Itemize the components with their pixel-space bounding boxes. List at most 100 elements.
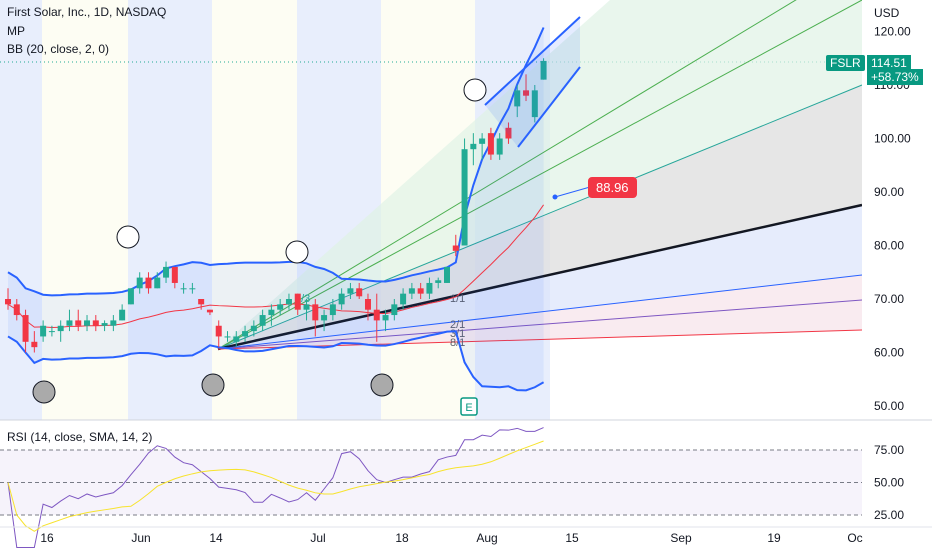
bb-lower (7, 330, 545, 392)
chart-title: First Solar, Inc., 1D, NASDAQ (7, 5, 167, 19)
rsi-tick: 50.00 (874, 476, 904, 490)
price-tick: 70.00 (874, 292, 904, 306)
indicator-bb-label: BB (20, close, 2, 0) (7, 42, 110, 56)
fan-pointer (554, 186, 591, 198)
candle-body (163, 266, 170, 278)
candle-body (487, 133, 494, 155)
candle-body (224, 336, 231, 338)
price-tick: 50.00 (874, 399, 904, 413)
cycle-circle (32, 380, 56, 404)
time-tick: Sep (670, 531, 692, 545)
candle-body (312, 304, 319, 321)
candle-body (329, 304, 336, 316)
price-tick: 120.00 (874, 25, 911, 39)
candle-body (496, 138, 503, 155)
change-tag: +58.73% (867, 69, 923, 85)
candle-body (461, 149, 468, 246)
channel-fill (485, 17, 580, 147)
candle-body (321, 315, 328, 321)
fan-pointer-dot (552, 194, 558, 200)
candle-body (268, 309, 275, 316)
candle-body (285, 299, 292, 305)
candle-body (364, 299, 371, 310)
symbol-tag: FSLR (826, 55, 865, 71)
price-tag: 114.51 (867, 55, 911, 71)
fan-line (217, 0, 863, 350)
candle-body (505, 127, 512, 139)
time-tick: Jul (310, 531, 325, 545)
candle-body (5, 299, 11, 305)
candle-body (180, 288, 187, 290)
cycle-circle (201, 373, 225, 397)
earnings-marker-label: E (465, 402, 472, 414)
fan-line (217, 0, 797, 350)
price-tick: 60.00 (874, 346, 904, 360)
gann-fan: 1/3 1/12/13/18/1 (217, 0, 863, 351)
candle-body (259, 315, 266, 326)
fan-label: 2/1 (450, 319, 465, 331)
bb-upper (7, 27, 545, 297)
candle-body (215, 325, 222, 337)
candle-body (382, 315, 389, 321)
candle-body (338, 293, 345, 305)
candle-body (242, 331, 249, 337)
time-tick: Oc (847, 531, 862, 545)
season-band (42, 0, 128, 420)
cycle-circle (370, 373, 394, 397)
currency-label: USD (874, 6, 900, 20)
candle-body (31, 341, 38, 348)
candle-body (57, 325, 64, 332)
candle-body (154, 277, 161, 289)
candle-body (110, 320, 117, 326)
season-band (297, 0, 381, 420)
candle-body (48, 331, 55, 333)
season-band (0, 0, 42, 420)
candle-body (189, 288, 196, 290)
time-tick: Aug (476, 531, 497, 545)
indicator-mp-label: MP (7, 24, 25, 38)
candle-body (303, 304, 310, 310)
cycle-circle (463, 78, 487, 102)
candle-body (400, 293, 407, 305)
time-tick: 18 (395, 531, 409, 545)
candle-body (22, 315, 29, 342)
price-tick: 80.00 (874, 239, 904, 253)
candle-body (250, 325, 257, 332)
candle-body (136, 277, 143, 289)
rsi-pane (0, 427, 862, 548)
candle-body (356, 288, 363, 297)
fan-line (217, 203, 863, 351)
fan-label: 1/1 (450, 293, 465, 305)
candle-body (540, 60, 547, 80)
candle-body (514, 90, 521, 107)
candle-body (470, 143, 477, 150)
fan-line (217, 84, 863, 350)
time-tick: 14 (209, 531, 223, 545)
candle-series (5, 58, 547, 353)
candle-body (523, 90, 530, 96)
candle-body (75, 320, 82, 326)
candle-body (145, 277, 152, 289)
candle-body (206, 309, 213, 313)
season-band (128, 0, 212, 420)
candle-body (13, 304, 20, 316)
cycle-circle (285, 240, 309, 264)
candle-body (531, 90, 538, 118)
candle-body (426, 282, 433, 294)
earnings-marker (460, 397, 478, 416)
rsi-tick: 25.00 (874, 508, 904, 522)
candle-body (66, 320, 73, 326)
candle-body (417, 288, 424, 294)
candle-body (119, 309, 126, 321)
time-tick: 19 (767, 531, 781, 545)
candle-body (444, 266, 450, 283)
cycle-circle (116, 225, 140, 249)
rsi-tick: 75.00 (874, 443, 904, 457)
candle-body (198, 299, 205, 305)
time-tick: 16 (40, 531, 54, 545)
candle-body (101, 323, 108, 326)
drawings: E (32, 16, 591, 416)
candle-body (435, 280, 442, 283)
